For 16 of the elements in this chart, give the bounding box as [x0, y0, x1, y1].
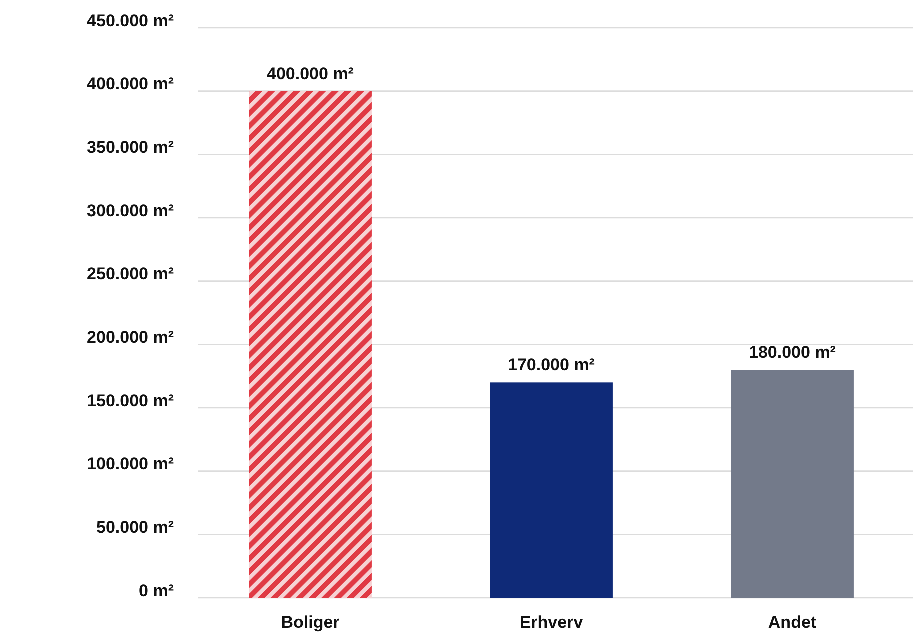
y-tick-label: 400.000 m² [87, 74, 174, 94]
y-tick-label: 450.000 m² [87, 11, 174, 30]
x-tick-label: Andet [768, 613, 817, 632]
data-label: 180.000 m² [749, 343, 836, 362]
x-tick-label: Boliger [281, 613, 340, 632]
y-tick-label: 0 m² [139, 581, 174, 600]
data-label: 400.000 m² [267, 64, 354, 84]
y-tick-label: 200.000 m² [87, 328, 174, 347]
data-label: 170.000 m² [508, 356, 596, 375]
x-tick-label: Erhverv [520, 613, 584, 632]
y-tick-label: 300.000 m² [87, 201, 174, 220]
y-tick-label: 350.000 m² [87, 138, 174, 157]
y-tick-label: 250.000 m² [87, 264, 174, 284]
y-tick-label: 150.000 m² [87, 391, 174, 410]
y-tick-label: 50.000 m² [96, 518, 174, 537]
y-tick-label: 100.000 m² [87, 454, 174, 474]
